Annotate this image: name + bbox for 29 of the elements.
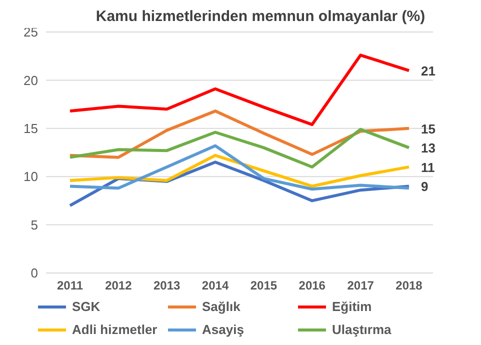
y-tick-label: 20 (24, 72, 38, 88)
line-series (68, 144, 410, 191)
legend-label: Asayiş (202, 322, 244, 337)
y-tick-label: 0 (30, 266, 38, 281)
y-tick-label: 15 (24, 121, 38, 136)
data-label: 21 (421, 64, 436, 79)
y-tick-label: 10 (24, 169, 38, 184)
chart-title: Kamu hizmetlerinden memnun olmayanlar (%) (96, 8, 426, 25)
line-series (68, 128, 410, 168)
data-label: 9 (421, 179, 428, 194)
legend-label: SGK (72, 299, 100, 314)
x-tick-label: 2014 (202, 278, 229, 293)
data-label: 15 (421, 121, 436, 136)
x-tick-label: 2018 (396, 278, 423, 293)
x-tick-label: 2012 (105, 278, 132, 293)
data-label: 11 (421, 160, 435, 175)
line-series (68, 154, 410, 188)
data-label: 13 (421, 140, 436, 156)
x-tick-label: 2017 (347, 278, 374, 293)
legend-label: Adli hizmetler (72, 322, 158, 337)
x-tick-label: 2013 (154, 278, 181, 293)
legend-label: Ulaştırma (332, 322, 392, 337)
x-tick-label: 2015 (250, 278, 278, 293)
line-series (68, 54, 410, 126)
legend-label: Sağlık (202, 299, 240, 314)
x-tick-label: 2011 (56, 278, 84, 293)
legend-label: Eğitim (332, 299, 372, 314)
x-tick-label: 2016 (298, 278, 326, 293)
y-tick-label: 5 (30, 217, 38, 232)
